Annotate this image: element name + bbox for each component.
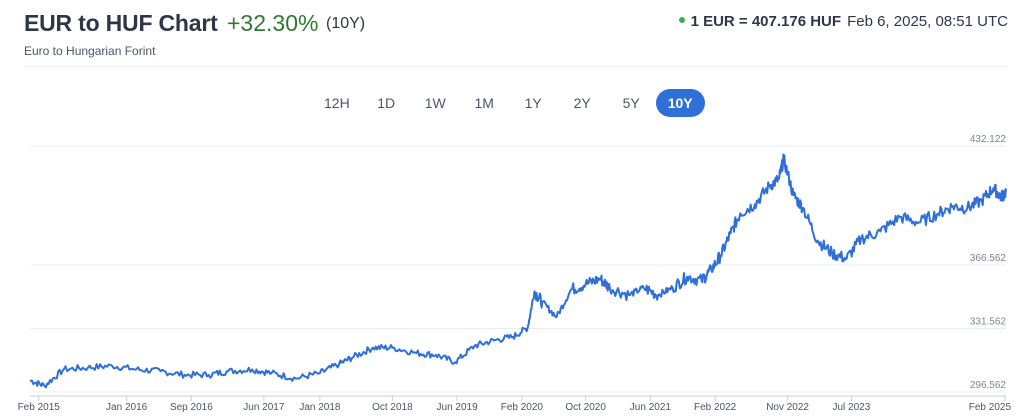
x-tick-label: Oct 2020 — [565, 402, 606, 413]
x-tick-label: Jan 2018 — [299, 402, 341, 413]
x-tick-label: Feb 2015 — [18, 402, 61, 413]
percent-change: +32.30% — [227, 10, 319, 36]
x-tick-label: Jul 2023 — [832, 402, 870, 413]
price-chart[interactable]: 432.122 366.562 331.562 296.562 Feb 2015 Jan … — [0, 130, 1024, 418]
range-button-10y[interactable]: 10Y — [655, 89, 705, 117]
header-divider — [24, 66, 1008, 67]
y-tick-label: 366.562 — [970, 253, 1007, 264]
page-title: EUR to HUF Chart — [24, 10, 218, 36]
range-button-12h[interactable]: 12H — [312, 89, 362, 117]
chart-header: EUR to HUF Chart +32.30% (10Y) 1 EUR = 4… — [24, 6, 1008, 42]
live-dot-icon — [678, 17, 685, 24]
x-tick-label: Jun 2019 — [437, 402, 479, 413]
x-tick-label: Feb 2025 — [969, 402, 1012, 413]
x-tick-label: Jun 2017 — [243, 402, 285, 413]
range-button-1y[interactable]: 1Y — [509, 89, 558, 117]
range-button-1m[interactable]: 1M — [460, 89, 509, 117]
page-subtitle: Euro to Hungarian Forint — [24, 44, 156, 58]
range-button-5y[interactable]: 5Y — [607, 89, 656, 117]
current-rate: 1 EUR = 407.176 HUF Feb 6, 2025, 08:51 UT… — [678, 13, 1008, 30]
range-button-1d[interactable]: 1D — [362, 89, 411, 117]
range-button-1w[interactable]: 1W — [411, 89, 460, 117]
time-range-selector: 12H 1D 1W 1M 1Y 2Y 5Y 10Y — [312, 89, 705, 117]
x-tick-label: Jun 2021 — [630, 402, 672, 413]
chart-canvas[interactable]: 432.122 366.562 331.562 296.562 Feb 2015 Jan … — [0, 130, 1024, 418]
y-tick-label: 296.562 — [970, 380, 1007, 391]
y-tick-label: 432.122 — [970, 134, 1007, 145]
y-tick-label: 331.562 — [970, 316, 1007, 327]
series-line — [29, 153, 1007, 389]
rate-value: 1 EUR = 407.176 HUF — [690, 13, 842, 30]
x-tick-label: Nov 2022 — [766, 402, 809, 413]
range-button-2y[interactable]: 2Y — [558, 89, 607, 117]
x-tick-label: Oct 2018 — [372, 402, 413, 413]
rate-timestamp: Feb 6, 2025, 08:51 UTC — [847, 13, 1008, 30]
change-period: (10Y) — [326, 15, 366, 32]
x-tick-label: Sep 2016 — [170, 402, 213, 413]
x-tick-label: Feb 2020 — [501, 402, 544, 413]
x-tick-label: Jan 2016 — [106, 402, 148, 413]
x-tick-label: Feb 2022 — [694, 402, 737, 413]
